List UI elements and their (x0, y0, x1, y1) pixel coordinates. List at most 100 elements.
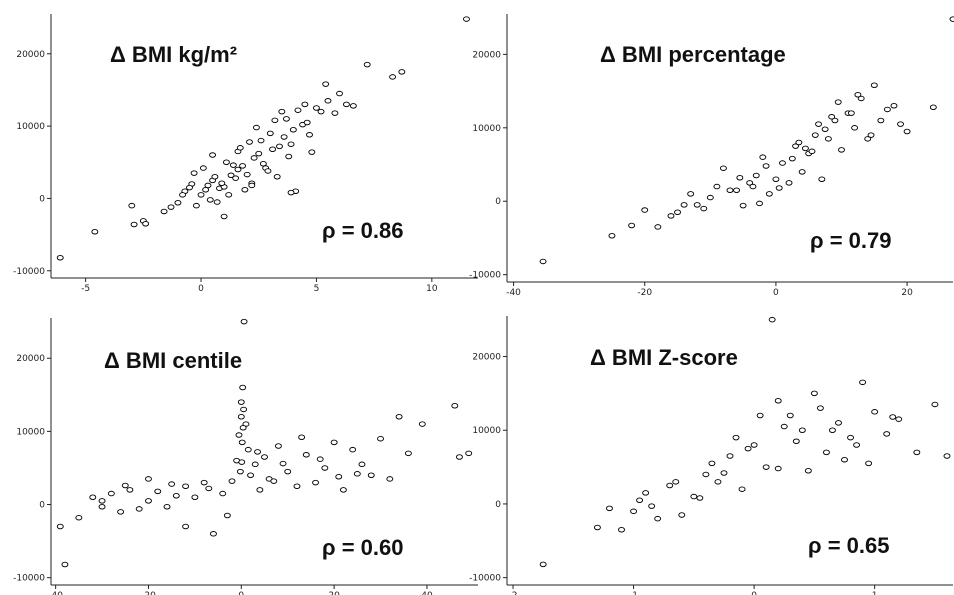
data-point (294, 107, 302, 113)
y-tick-label: 10000 (16, 427, 45, 437)
data-point (867, 132, 875, 138)
scatter-panel-1: -10000 0 10000 20000 -5 0 5 10 Δ BMI kg/m² ρ = 0.… (13, 14, 478, 294)
data-point (192, 202, 200, 209)
data-point (943, 453, 951, 459)
data-point (259, 160, 267, 167)
data-point (321, 465, 329, 471)
data-point (713, 183, 721, 190)
data-point (913, 449, 921, 456)
data-point (762, 163, 770, 169)
data-point (608, 232, 616, 239)
data-point (197, 192, 205, 198)
data-point (762, 464, 770, 470)
data-point (236, 468, 244, 475)
data-point (838, 147, 845, 153)
data-point (667, 213, 675, 219)
data-point (750, 442, 758, 448)
data-point (714, 479, 722, 485)
data-point (241, 187, 249, 193)
data-point (678, 512, 686, 518)
y-tick-label: -10000 (13, 267, 45, 277)
data-point (463, 16, 470, 22)
data-point (687, 191, 695, 197)
x-tick-label: -2 (509, 591, 518, 595)
data-point (857, 95, 865, 102)
data-point (301, 101, 309, 108)
data-point (642, 490, 650, 496)
data-point (202, 187, 210, 193)
y-tick-label: 10000 (16, 122, 45, 132)
data-point (199, 165, 207, 171)
data-point (179, 192, 187, 198)
data-point (239, 163, 247, 169)
data-point (779, 160, 786, 166)
data-point (269, 146, 277, 153)
data-point (465, 450, 473, 457)
data-point (117, 509, 125, 515)
data-point (792, 143, 800, 149)
data-point (824, 136, 832, 142)
data-point (182, 483, 190, 489)
data-point (248, 182, 256, 189)
data-point (284, 468, 292, 475)
data-point (666, 482, 674, 489)
data-point (219, 490, 227, 497)
data-point (200, 479, 208, 486)
data-point (239, 424, 247, 431)
data-point (395, 414, 403, 420)
data-point (720, 470, 728, 476)
data-point (702, 471, 710, 478)
data-point (829, 427, 836, 433)
data-point (883, 431, 891, 437)
data-point (865, 460, 873, 467)
x-tick-label: 0 (198, 284, 204, 294)
data-point (353, 471, 361, 477)
x-tick-label: -20 (141, 591, 156, 595)
data-point (205, 485, 213, 492)
y-tick-label: 0 (495, 197, 501, 207)
data-point (154, 488, 162, 495)
data-point (251, 461, 259, 468)
data-point (788, 155, 796, 162)
data-point (674, 209, 681, 215)
data-point (232, 175, 240, 181)
x-tick-label: -40 (506, 288, 521, 298)
data-point (792, 438, 800, 445)
data-point (834, 99, 842, 105)
x-tick-label: 40 (421, 591, 433, 595)
data-point (654, 515, 662, 522)
data-point (804, 468, 812, 474)
data-point (749, 183, 757, 190)
data-point (746, 180, 754, 186)
data-point (256, 487, 264, 493)
data-point (708, 460, 716, 467)
data-point (822, 449, 830, 456)
data-point (672, 479, 680, 485)
data-point (289, 126, 297, 133)
data-point (738, 486, 746, 492)
data-point (285, 153, 293, 160)
data-point (121, 482, 129, 489)
data-point (775, 185, 783, 191)
correlation-label: ρ = 0.60 (322, 535, 404, 560)
data-point (172, 493, 180, 499)
data-point (786, 412, 794, 419)
data-point (719, 165, 727, 171)
data-point (303, 119, 311, 126)
data-point (404, 450, 412, 457)
y-tick-label: 10000 (472, 124, 501, 134)
data-point (774, 398, 782, 404)
panel-title: Δ BMI percentage (600, 42, 786, 67)
data-point (280, 134, 288, 140)
data-point (853, 442, 861, 448)
data-point (706, 194, 714, 201)
data-point (726, 187, 734, 193)
data-point (618, 526, 625, 533)
data-point (168, 481, 176, 487)
data-point (903, 128, 911, 135)
data-point (238, 459, 246, 465)
data-point (768, 316, 776, 323)
y-tick-label: -10000 (469, 271, 501, 281)
data-point (636, 497, 644, 503)
